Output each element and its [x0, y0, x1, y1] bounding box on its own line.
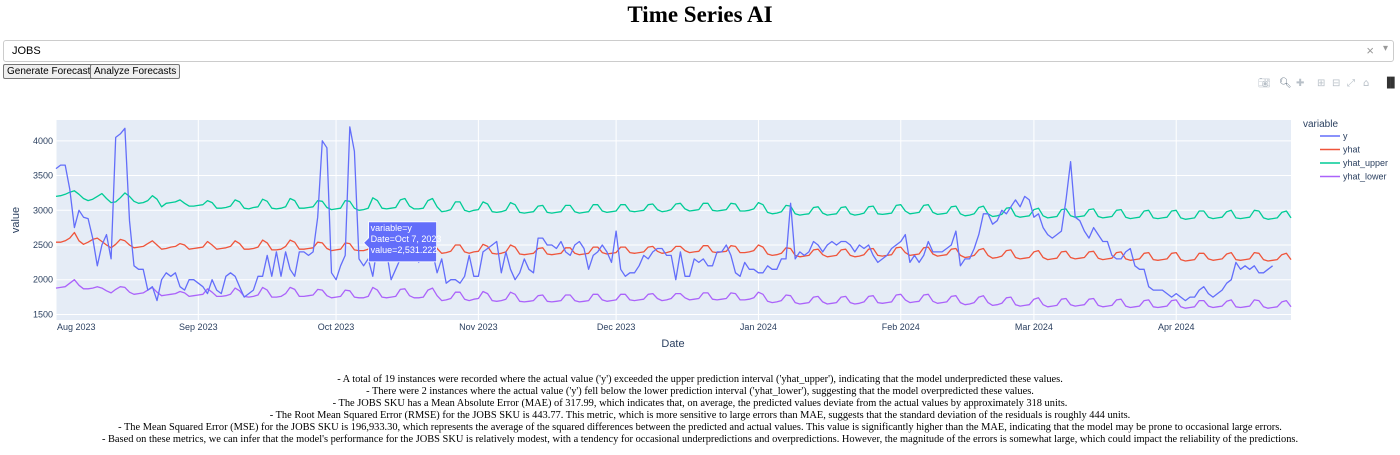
legend-item-yhat_lower[interactable]: yhat_lower — [1343, 172, 1387, 182]
autoscale-icon[interactable]: ⤢ — [1347, 78, 1355, 89]
x-tick-label: Jan 2024 — [740, 322, 777, 332]
y-tick-label: 1500 — [33, 309, 53, 319]
analysis-line: - The Root Mean Squared Error (RMSE) for… — [269, 410, 1131, 421]
x-tick-label: Apr 2024 — [1158, 322, 1195, 332]
y-tick-label: 3000 — [33, 205, 53, 215]
y-tick-label: 2000 — [33, 275, 53, 285]
y-tick-label: 2500 — [33, 240, 53, 250]
generate-forecasts-button[interactable]: Generate Forecasts — [3, 64, 100, 79]
hover-box — [363, 221, 437, 263]
camera-icon[interactable]: 📷︎ — [1258, 78, 1271, 89]
legend-item-yhat_upper[interactable]: yhat_upper — [1343, 158, 1388, 168]
zoom-out-icon[interactable]: ⊟ — [1332, 78, 1341, 89]
forecast-chart[interactable]: 1500 2000 2500 3000 3500 4000 Aug 2023 Sep 202… — [0, 95, 1400, 357]
forecast-analysis-text: - A total of 19 instances were recorded … — [0, 374, 1400, 446]
series-line-y — [55, 126, 1273, 302]
zoom-icon[interactable]: 🔍︎ — [1279, 78, 1292, 89]
legend: variable y yhat yhat_upper yhat_lower — [1303, 119, 1388, 182]
analysis-line: - A total of 19 instances were recorded … — [337, 374, 1063, 385]
x-tick-label: Aug 2023 — [57, 322, 96, 332]
hover-line: Date=Oct 7, 2023 — [371, 234, 442, 244]
legend-title: variable — [1303, 119, 1338, 130]
chevron-down-icon[interactable]: ▾ — [1382, 43, 1388, 54]
y-tick-label: 3500 — [33, 171, 53, 181]
analysis-line: - The JOBS SKU has a Mean Absolute Error… — [332, 398, 1068, 409]
x-tick-label: Feb 2024 — [882, 322, 920, 332]
series-line-yhat_lower — [55, 279, 1292, 309]
analysis-line: - Based on these metrics, we can infer t… — [101, 434, 1299, 445]
analysis-line: - There were 2 instances where the actua… — [366, 386, 1034, 397]
dropdown-selected-value: JOBS — [12, 45, 41, 57]
y-tick-label: 4000 — [33, 136, 53, 146]
legend-item-y[interactable]: y — [1343, 131, 1348, 141]
analysis-line: - The Mean Squared Error (MSE) for the J… — [118, 422, 1282, 433]
clear-icon[interactable]: × — [1366, 43, 1374, 58]
hover-line: value=2,531.222 — [371, 245, 438, 255]
reset-axes-icon[interactable]: ⌂ — [1363, 78, 1370, 89]
page-title: Time Series AI — [627, 2, 773, 27]
y-axis-title: value — [10, 207, 22, 233]
analyze-forecasts-button[interactable]: Analyze Forecasts — [90, 64, 181, 79]
x-tick-label: Nov 2023 — [459, 322, 498, 332]
sku-dropdown[interactable]: JOBS × ▾ — [3, 40, 1394, 62]
pan-icon[interactable]: ✚ — [1296, 78, 1305, 89]
x-tick-label: Sep 2023 — [179, 322, 218, 332]
x-tick-label: Mar 2024 — [1015, 322, 1053, 332]
legend-item-yhat[interactable]: yhat — [1343, 145, 1361, 155]
x-tick-label: Dec 2023 — [597, 322, 636, 332]
x-tick-label: Oct 2023 — [318, 322, 355, 332]
x-axis-title: Date — [661, 338, 684, 350]
plotly-logo-icon[interactable]: ▐▌ — [1383, 78, 1399, 89]
series-line-yhat_upper — [55, 190, 1292, 220]
plot-background — [56, 120, 1291, 320]
hover-line: variable=y — [371, 223, 413, 233]
series-line-yhat — [56, 231, 1292, 262]
zoom-in-icon[interactable]: ⊞ — [1317, 78, 1326, 89]
